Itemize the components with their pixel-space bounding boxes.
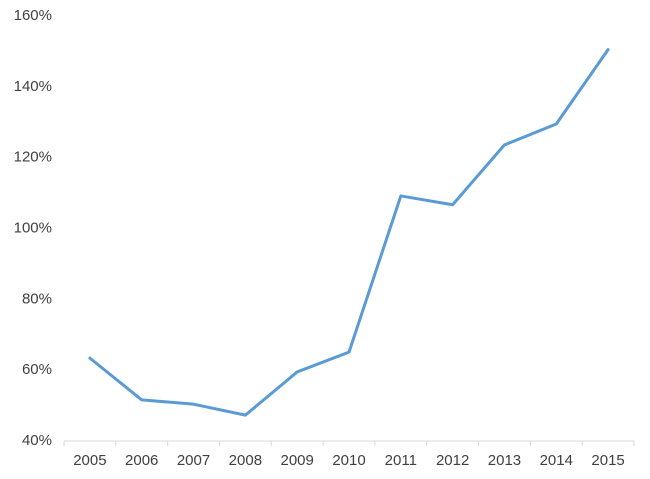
x-tick-label: 2011 — [385, 452, 417, 469]
y-tick-label: 160% — [14, 7, 52, 24]
x-tick-label: 2008 — [229, 452, 262, 469]
x-tick-label: 2006 — [125, 452, 158, 469]
x-tick-label: 2007 — [177, 452, 210, 469]
y-tick-label: 60% — [22, 361, 52, 378]
x-tick-label: 2010 — [332, 452, 365, 469]
x-tick-label: 2009 — [280, 452, 313, 469]
x-tick-label: 2015 — [591, 452, 624, 469]
x-tick-label: 2013 — [488, 452, 521, 469]
y-tick-label: 100% — [14, 219, 52, 236]
line — [88, 48, 610, 417]
x-tick-label: 2014 — [540, 452, 573, 469]
y-tick-label: 80% — [22, 290, 52, 307]
y-tick-label: 140% — [14, 78, 52, 95]
x-tick-label: 2012 — [436, 452, 469, 469]
y-tick-label: 40% — [22, 432, 52, 449]
x-tick-label: 2005 — [73, 452, 106, 469]
y-tick-label: 120% — [14, 149, 52, 166]
